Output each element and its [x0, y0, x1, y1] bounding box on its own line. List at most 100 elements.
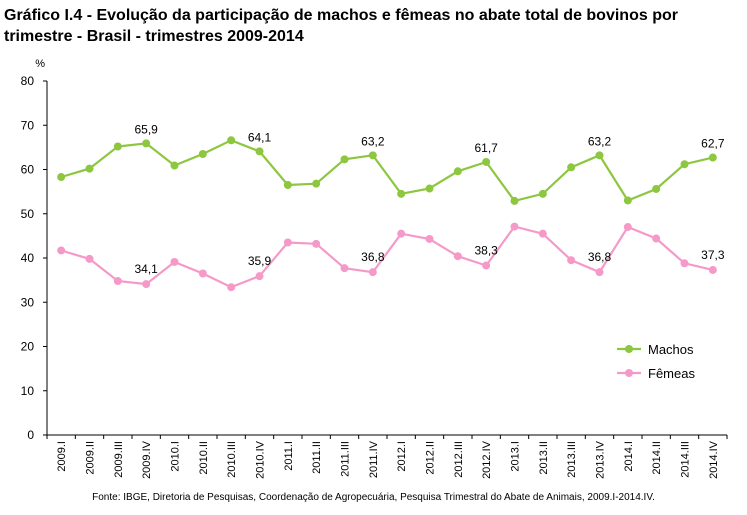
data-point	[567, 163, 576, 172]
chart-title: Gráfico I.4 - Evolução da participação d…	[4, 5, 744, 47]
data-point	[453, 252, 462, 261]
data-point	[312, 179, 321, 188]
data-point	[425, 234, 434, 243]
chart-title-line-1: Gráfico I.4 - Evolução da participação d…	[4, 7, 678, 24]
data-point	[680, 160, 689, 169]
data-point	[368, 151, 377, 160]
data-point	[283, 180, 292, 189]
data-point	[255, 147, 264, 156]
data-point	[623, 196, 632, 205]
series-line-machos	[60, 139, 714, 203]
data-label: 36,8	[588, 250, 612, 264]
data-point	[113, 277, 122, 286]
y-tick-label: 50	[21, 207, 35, 221]
data-point	[340, 155, 349, 164]
legend-label: Fêmeas	[648, 366, 695, 381]
x-tick-label: 2012.II	[425, 441, 437, 475]
x-tick-label: 2012.IV	[481, 440, 493, 479]
x-tick-label: 2009.I	[56, 441, 68, 472]
data-point	[538, 189, 547, 198]
data-point	[198, 150, 207, 159]
legend-swatch-marker	[625, 345, 633, 353]
data-point	[255, 272, 264, 281]
chart-title-line-2: trimestre - Brasil - trimestres 2009-201…	[4, 28, 304, 45]
x-tick-label: 2010.III	[226, 441, 238, 478]
data-label: 61,7	[474, 141, 498, 155]
data-point	[538, 229, 547, 238]
legend-swatch-marker	[625, 369, 633, 377]
source-note: Fonte: IBGE, Diretoria de Pesquisas, Coo…	[92, 492, 655, 503]
x-tick-label: 2013.II	[538, 441, 550, 475]
data-point	[510, 196, 519, 205]
y-tick-label: 70	[21, 118, 35, 132]
data-point	[85, 164, 94, 173]
data-point	[312, 239, 321, 248]
data-point	[57, 173, 66, 182]
x-tick-label: 2009.II	[85, 441, 97, 475]
data-point	[425, 184, 434, 193]
data-point	[595, 151, 604, 160]
x-tick-label: 2013.I	[510, 441, 522, 472]
data-point	[510, 222, 519, 231]
y-tick-label: 60	[21, 163, 35, 177]
data-point	[708, 265, 717, 274]
data-label: 34,1	[134, 262, 158, 276]
data-point	[57, 246, 66, 255]
data-point	[453, 167, 462, 176]
data-point	[198, 269, 207, 278]
y-axis-label: %	[35, 58, 45, 70]
data-label: 37,3	[701, 248, 725, 262]
data-label: 63,2	[361, 134, 385, 148]
data-point	[708, 153, 717, 162]
x-tick-label: 2010.I	[170, 441, 182, 472]
y-tick-label: 40	[21, 251, 35, 265]
y-tick-label: 30	[21, 295, 35, 309]
x-tick-label: 2013.IV	[595, 440, 607, 479]
x-tick-label: 2011.II	[311, 441, 323, 474]
legend-label: Machos	[648, 342, 694, 357]
data-point	[595, 268, 604, 277]
x-tick-label: 2013.III	[566, 441, 578, 478]
data-label: 35,9	[248, 254, 272, 268]
data-label: 36,8	[361, 250, 385, 264]
data-point	[170, 161, 179, 170]
y-tick-label: 80	[21, 74, 35, 88]
data-point	[397, 229, 406, 238]
data-point	[623, 223, 632, 232]
data-point	[368, 268, 377, 277]
data-point	[652, 234, 661, 243]
data-point	[482, 261, 491, 270]
x-tick-label: 2010.IV	[255, 440, 267, 479]
x-tick-label: 2009.IV	[141, 440, 153, 479]
data-point	[142, 139, 151, 148]
x-tick-label: 2014.IV	[708, 440, 720, 479]
series-line-fêmeas	[60, 225, 714, 289]
x-tick-label: 2011.III	[340, 441, 352, 477]
data-point	[113, 142, 122, 151]
x-tick-label: 2014.II	[651, 441, 663, 475]
data-label: 63,2	[588, 134, 612, 148]
data-point	[283, 238, 292, 247]
y-tick-label: 20	[21, 340, 35, 354]
data-point	[170, 257, 179, 266]
data-point	[397, 189, 406, 198]
data-point	[340, 264, 349, 273]
x-tick-label: 2011.IV	[368, 440, 380, 478]
data-point	[567, 256, 576, 265]
data-label: 65,9	[134, 122, 158, 136]
data-point	[142, 280, 151, 289]
data-point	[680, 259, 689, 268]
x-tick-label: 2010.II	[198, 441, 210, 475]
data-point	[227, 283, 236, 292]
x-tick-label: 2011.I	[283, 441, 295, 471]
data-point	[482, 157, 491, 166]
x-tick-label: 2012.I	[396, 441, 408, 472]
data-point	[85, 254, 94, 263]
x-tick-label: 2014.I	[623, 441, 635, 472]
x-tick-label: 2014.III	[680, 441, 692, 478]
data-point	[652, 184, 661, 193]
data-label: 62,7	[701, 137, 725, 151]
data-label: 64,1	[248, 130, 272, 144]
data-label: 38,3	[474, 244, 498, 258]
